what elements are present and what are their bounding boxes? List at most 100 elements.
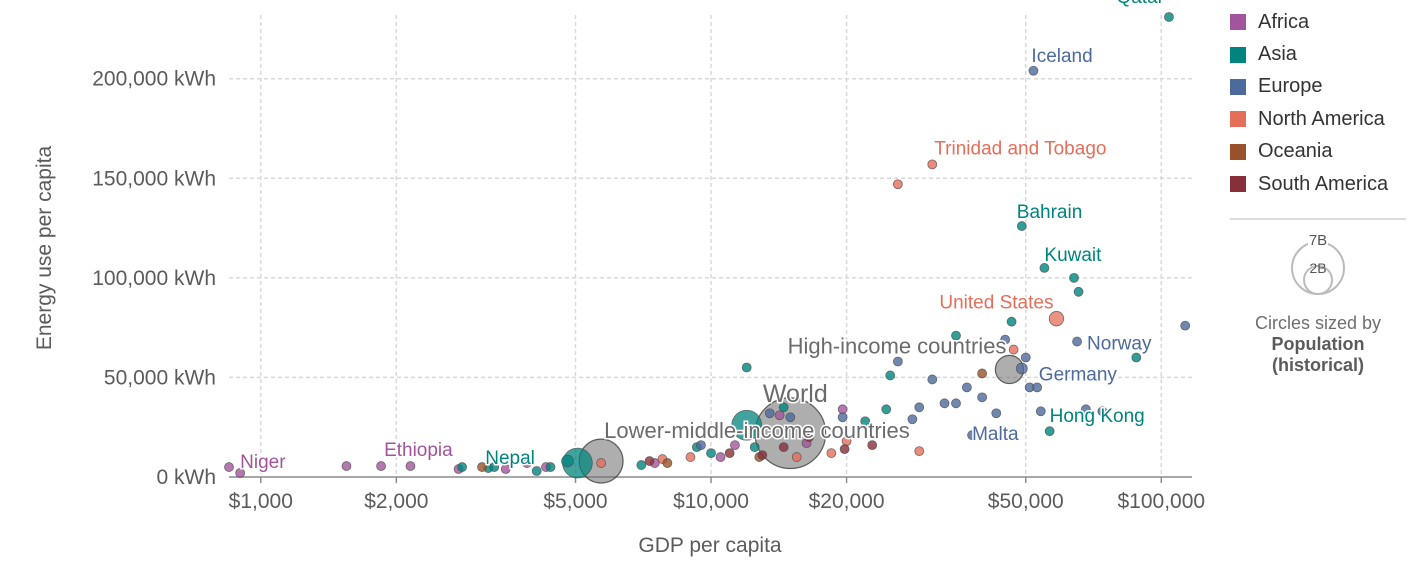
point-label-malta: Malta (972, 424, 1019, 445)
point-africa[interactable] (341, 461, 352, 471)
point-europe[interactable] (961, 382, 972, 393)
point-asia[interactable] (531, 466, 542, 476)
point-north-america[interactable] (596, 458, 607, 468)
point-nepal[interactable] (489, 462, 500, 472)
point-europe[interactable] (1180, 320, 1191, 331)
point-north-america[interactable] (791, 452, 802, 462)
legend-item-south-america[interactable]: South America (1230, 168, 1426, 200)
point-europe[interactable] (1080, 404, 1091, 415)
point-label-germany: Germany (1039, 364, 1118, 385)
point-asia[interactable] (1006, 316, 1017, 327)
point-europe[interactable] (991, 408, 1002, 419)
point-north-america[interactable] (685, 452, 696, 462)
point-europe[interactable] (914, 402, 925, 413)
legend-swatch (1230, 143, 1246, 160)
point-south-america[interactable] (778, 442, 789, 453)
point-africa[interactable] (522, 458, 532, 468)
point-asia[interactable] (545, 462, 556, 472)
point-south-america[interactable] (804, 432, 814, 443)
point-north-america[interactable] (892, 179, 903, 190)
point-south-america[interactable] (724, 448, 735, 459)
point-label-nepal: Nepal (485, 448, 535, 469)
point-asia[interactable] (1073, 286, 1084, 297)
point-asia[interactable] (706, 448, 716, 459)
point-asia[interactable] (951, 330, 961, 341)
point-asia[interactable] (741, 362, 752, 373)
point-north-america[interactable] (826, 448, 837, 459)
grid-lines (229, 15, 1192, 483)
point-africa[interactable] (715, 452, 726, 462)
point-africa[interactable] (774, 410, 785, 421)
point-niger[interactable] (235, 468, 246, 478)
point-africa[interactable] (730, 440, 740, 451)
point-europe[interactable] (1020, 352, 1031, 363)
legend: Africa Asia Europe North America Oceania Sout… (1230, 6, 1426, 221)
point-trinidad-and-tobago[interactable] (927, 159, 938, 170)
point-south-america[interactable] (867, 440, 878, 451)
point-europe[interactable] (1032, 382, 1043, 393)
point-label-high-income-countries: High-income countries (788, 333, 1007, 358)
point-asia[interactable] (749, 442, 760, 453)
point-label-kuwait: Kuwait (1044, 245, 1102, 266)
point-ethiopia[interactable] (376, 461, 386, 471)
point-north-america[interactable] (1008, 344, 1019, 355)
point-asia[interactable] (881, 404, 892, 415)
point-europe[interactable] (892, 356, 903, 367)
legend-item-north-america[interactable]: North America (1230, 103, 1426, 135)
point-asia[interactable] (457, 462, 468, 472)
point-europe[interactable] (1035, 406, 1046, 417)
point-europe[interactable] (837, 412, 848, 423)
point-europe[interactable] (977, 392, 988, 403)
point-kuwait[interactable] (1039, 263, 1050, 273)
point-europe[interactable] (785, 412, 796, 423)
point-europe[interactable] (1097, 406, 1108, 417)
point-asia[interactable] (561, 454, 574, 468)
point-asia[interactable] (885, 370, 896, 381)
point-label-ethiopia: Ethiopia (384, 440, 453, 461)
point-asia[interactable] (1069, 272, 1079, 283)
point-south-america[interactable] (644, 456, 655, 466)
point-south-america[interactable] (757, 450, 768, 460)
point-north-america[interactable] (914, 446, 925, 457)
point-africa[interactable] (224, 462, 234, 472)
point-oceania[interactable] (662, 458, 673, 468)
point-south-america[interactable] (839, 444, 850, 455)
point-united-states[interactable] (1048, 311, 1065, 327)
legend-swatch (1230, 46, 1246, 63)
point-europe[interactable] (927, 374, 938, 385)
legend-item-europe[interactable]: Europe (1230, 71, 1426, 103)
legend-label: Oceania (1258, 140, 1333, 163)
legend-label: Europe (1258, 75, 1323, 98)
point-asia[interactable] (860, 416, 871, 427)
point-labels: Qatar Iceland Trinidad and Tobago Bahrain Ku… (239, 0, 1166, 475)
point-europe[interactable] (764, 408, 775, 419)
point-oceania[interactable] (977, 368, 988, 379)
point-malta[interactable] (967, 430, 977, 441)
x-tick-label: $20,000 (809, 490, 885, 513)
point-asia[interactable] (778, 402, 789, 413)
point-europe[interactable] (696, 440, 706, 451)
point-africa[interactable] (500, 464, 511, 474)
y-tick-label: 50,000 kWh (104, 366, 216, 389)
point-europe[interactable] (907, 414, 918, 425)
legend-item-asia[interactable]: Asia (1230, 38, 1426, 70)
legend-item-oceania[interactable]: Oceania (1230, 136, 1426, 168)
legend-item-africa[interactable]: Africa (1230, 6, 1426, 38)
point-europe[interactable] (1000, 334, 1011, 345)
point-qatar[interactable] (1164, 12, 1174, 22)
point-asia[interactable] (636, 460, 647, 470)
point-norway[interactable] (1072, 336, 1082, 347)
point-asia[interactable] (731, 409, 763, 441)
legend-swatch (1230, 14, 1246, 31)
point-europe[interactable] (939, 398, 950, 409)
point-label-trinidad-and-tobago: Trinidad and Tobago (934, 138, 1106, 159)
point-oceania[interactable] (477, 462, 487, 472)
legend-swatch (1230, 176, 1246, 193)
point-europe[interactable] (951, 398, 961, 409)
point-bahrain[interactable] (1016, 221, 1027, 231)
point-germany[interactable] (1015, 362, 1028, 375)
point-africa[interactable] (405, 461, 416, 471)
point-iceland[interactable] (1028, 65, 1039, 76)
point-asia[interactable] (1131, 352, 1142, 363)
point-hong-kong[interactable] (1044, 426, 1055, 437)
